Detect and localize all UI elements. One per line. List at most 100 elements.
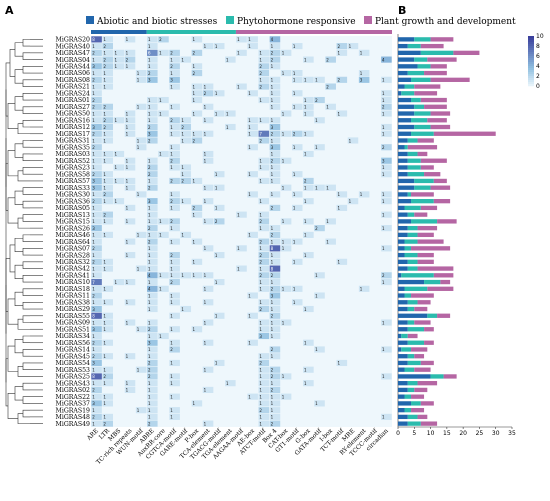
cell-value: 1 <box>259 246 262 251</box>
heatmap-cell <box>381 272 392 279</box>
cell-value: 1 <box>304 185 307 190</box>
dendrogram-branch <box>17 217 30 229</box>
cell-value: 1 <box>126 219 129 224</box>
gene-label: MiGRAS44 <box>56 64 91 71</box>
bar-tick-label: 0 <box>396 430 400 437</box>
cell-value: 1 <box>114 118 117 123</box>
heatmap-cell <box>102 123 113 131</box>
heatmap-cell <box>135 265 147 272</box>
heatmap-cell <box>91 70 102 77</box>
cell-value: 1 <box>204 105 207 110</box>
cell-value: 1 <box>304 199 307 204</box>
heatmap-cell <box>269 353 281 360</box>
heatmap-cell <box>124 204 136 211</box>
bar-segment <box>398 421 408 426</box>
heatmap-cell <box>258 157 270 164</box>
cell-value: 1 <box>326 185 329 190</box>
bar-segment <box>417 151 428 157</box>
cell-value: 1 <box>137 266 140 271</box>
cell-value: 1 <box>159 273 162 278</box>
cell-value: 1 <box>148 57 151 62</box>
dendrogram-branch <box>22 187 30 195</box>
heatmap-cell <box>381 56 392 63</box>
cell-value: 1 <box>271 172 274 177</box>
cell-value: 1 <box>204 84 207 89</box>
heatmap-cell <box>213 359 225 367</box>
cell-value: 1 <box>92 206 95 211</box>
cell-value: 2 <box>271 287 274 292</box>
heatmap-cell <box>269 238 281 245</box>
heatmap-cell <box>291 144 303 151</box>
heatmap-cell <box>169 272 180 279</box>
heatmap-cell <box>158 332 169 340</box>
bar-segment <box>430 185 451 190</box>
heatmap-cell <box>169 265 180 272</box>
cell-value: 1 <box>271 280 274 285</box>
heatmap-cell <box>91 420 102 427</box>
heatmap-cell <box>381 110 392 117</box>
heatmap-cell <box>314 144 325 151</box>
cell-value: 1 <box>148 300 151 305</box>
cell-value: 1 <box>170 260 173 265</box>
bar-segment <box>430 124 451 130</box>
legend-label: Abiotic and biotic stresses <box>96 17 218 27</box>
heatmap-cell <box>269 76 281 83</box>
cell-value: 1 <box>204 185 207 190</box>
heatmap-cell <box>180 56 192 63</box>
bar-segment <box>404 239 418 244</box>
cell-value: 2 <box>148 367 151 372</box>
bar-segment <box>398 266 408 271</box>
heatmap-cell <box>169 407 180 414</box>
cell-value: 2 <box>170 280 173 285</box>
heatmap-cell <box>247 171 258 178</box>
cell-value: 1 <box>148 206 151 211</box>
bar-segment <box>404 407 412 413</box>
gene-label: MiGRAS42 <box>56 266 91 273</box>
bar-segment <box>398 367 405 372</box>
heatmap-cell <box>169 144 180 151</box>
cell-value: 1 <box>170 394 173 399</box>
heatmap-cell <box>102 218 113 225</box>
bar-segment <box>411 347 428 352</box>
bar-segment <box>414 387 428 393</box>
heatmap-cell <box>91 373 102 380</box>
bar-segment <box>404 394 412 399</box>
bar-segment <box>411 77 431 82</box>
cell-value: 1 <box>204 152 207 157</box>
heatmap-cell <box>191 63 203 70</box>
bar-segment <box>398 118 412 123</box>
heatmap-cell <box>258 386 270 393</box>
heatmap-cell <box>381 123 392 131</box>
heatmap-cell <box>191 272 203 279</box>
cell-value: 1 <box>193 327 196 332</box>
heatmap-cell <box>314 225 325 232</box>
gene-label: MiGRAS10 <box>56 279 91 286</box>
gene-label: MiGRAS23 <box>56 165 91 172</box>
heatmap-cell <box>91 83 102 90</box>
cell-value: 1 <box>148 253 151 258</box>
color-scale: 0 2 4 6 8 10 <box>528 33 544 90</box>
cell-value: 1 <box>148 293 151 298</box>
gene-label: MiGRAS57 <box>56 178 91 185</box>
dendrogram-branch <box>7 197 18 224</box>
heatmap-cell <box>91 96 102 104</box>
cell-value: 1 <box>148 401 151 406</box>
heatmap-cell <box>102 157 113 164</box>
heatmap-cell <box>147 70 158 77</box>
heatmap-cell <box>236 49 247 56</box>
cell-value: 1 <box>193 64 196 69</box>
cell-value: 1 <box>137 233 140 238</box>
bar-segment <box>411 219 438 224</box>
color-scale-step <box>528 80 534 83</box>
bar-segment <box>407 421 421 426</box>
heatmap-cell <box>102 150 113 158</box>
bar-segment <box>414 185 431 190</box>
cell-value: 1 <box>126 125 129 130</box>
cell-value: 1 <box>259 226 262 231</box>
heatmap-cell <box>258 265 270 272</box>
bar-segment <box>398 374 431 379</box>
cell-value: 4 <box>382 57 385 62</box>
heatmap-cell <box>213 171 225 178</box>
heatmap-cell <box>358 70 370 77</box>
